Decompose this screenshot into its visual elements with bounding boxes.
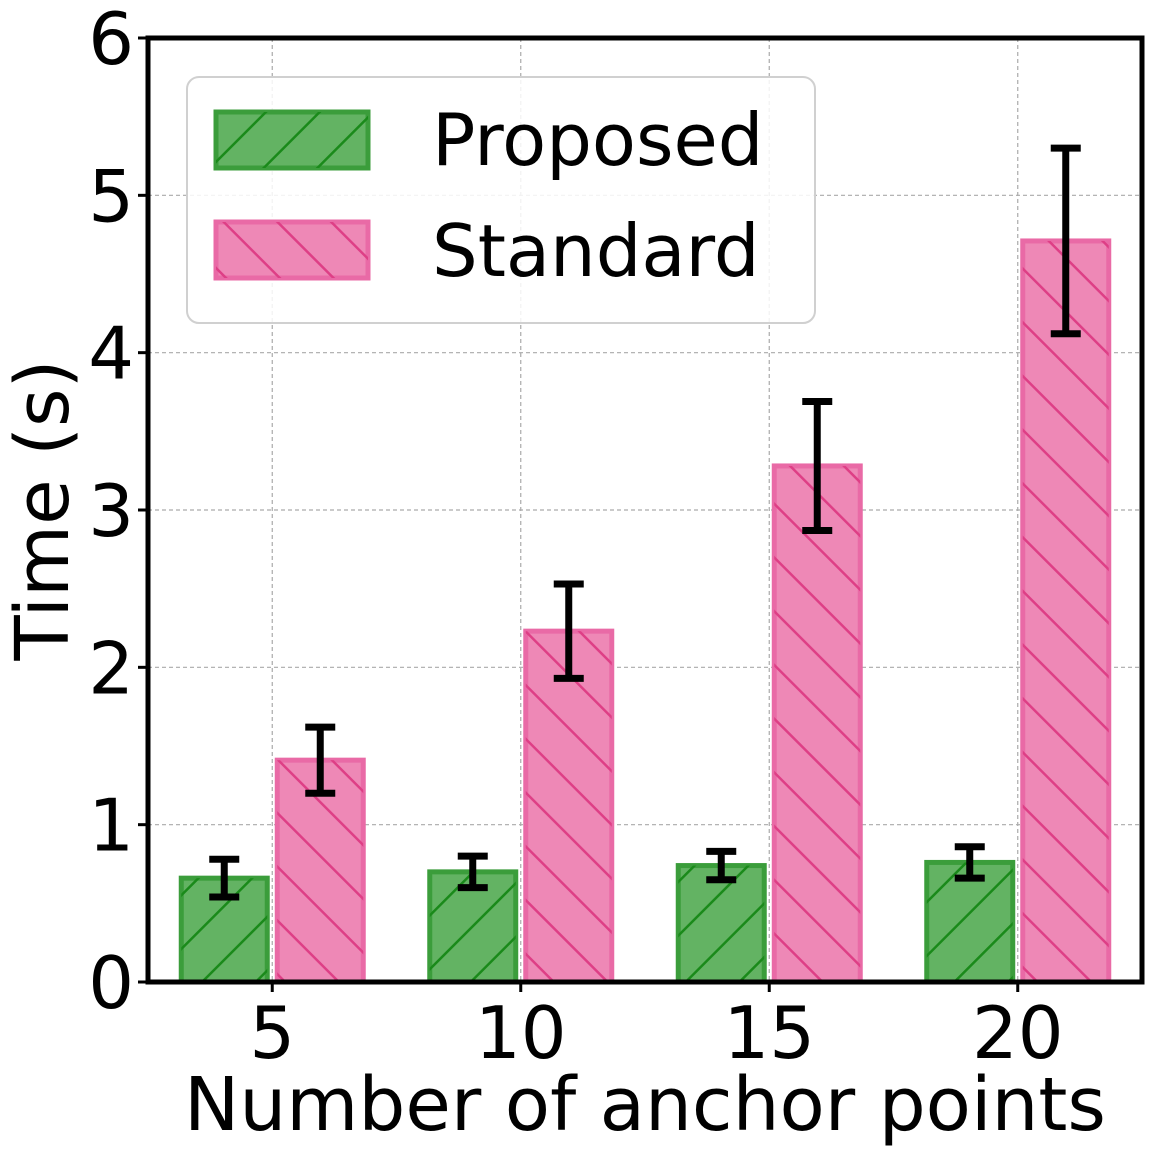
y-tick-label: 2: [88, 626, 134, 710]
legend-label-standard: Standard: [432, 209, 760, 293]
error-bar-standard: [1050, 144, 1081, 338]
error-bar-proposed: [457, 852, 488, 892]
bar-hatch-standard: [525, 631, 612, 982]
y-axis: 0 1 2 3 4 5 6: [88, 0, 148, 1025]
bar-hatch-proposed: [678, 865, 765, 982]
error-bar-standard: [553, 580, 584, 682]
bar-hatch-standard: [277, 760, 364, 982]
y-tick-label: 4: [88, 312, 134, 396]
y-tick-label: 3: [88, 469, 134, 553]
x-tick-label: 15: [723, 991, 815, 1075]
error-bar-proposed: [209, 855, 240, 901]
y-tick-label: 5: [88, 154, 134, 238]
legend-swatch-standard-hatch: [216, 222, 368, 278]
error-bar-proposed: [706, 847, 737, 884]
x-tick-label: 10: [475, 991, 567, 1075]
bar-hatch-standard: [1022, 240, 1109, 982]
bar-hatch-standard: [774, 465, 861, 982]
y-tick-label: 0: [88, 941, 134, 1025]
y-tick-label: 1: [88, 784, 134, 868]
error-bar-standard: [802, 397, 833, 534]
legend-swatch-proposed-hatch: [216, 112, 368, 168]
bar-hatch-proposed: [926, 862, 1013, 982]
x-axis-label: Number of anchor points: [184, 1062, 1106, 1148]
y-tick-label: 6: [88, 0, 134, 81]
x-axis: 5 10 15 20: [249, 982, 1064, 1075]
x-tick-label: 5: [249, 991, 295, 1075]
legend: Proposed Standard: [186, 76, 816, 324]
error-bars: [209, 144, 1081, 901]
error-bar-proposed: [954, 843, 985, 882]
y-axis-label: Time (s): [0, 360, 86, 662]
error-bar-standard: [305, 723, 336, 797]
legend-label-proposed: Proposed: [432, 98, 764, 182]
x-tick-label: 20: [972, 991, 1064, 1075]
